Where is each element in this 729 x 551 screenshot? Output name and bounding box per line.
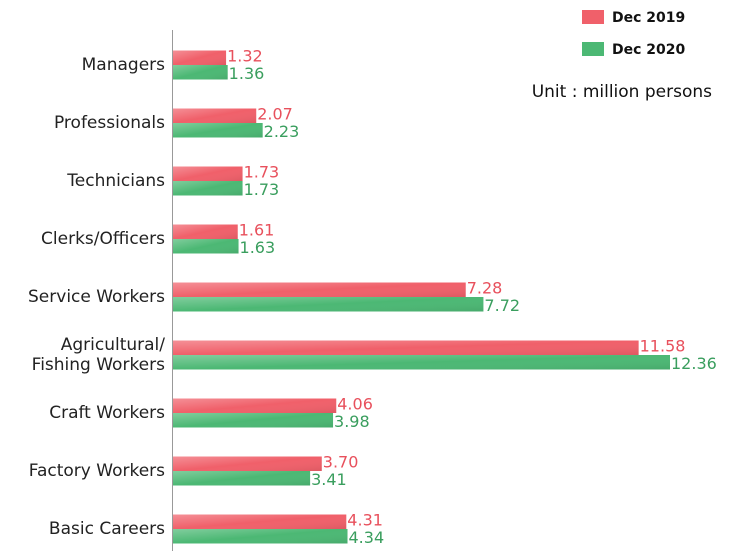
legend-label: Dec 2020 bbox=[612, 42, 686, 58]
legend-label: Dec 2019 bbox=[612, 10, 685, 26]
bar-shade bbox=[173, 297, 484, 312]
bar-shade bbox=[173, 471, 311, 486]
value-label: 7.72 bbox=[484, 296, 520, 315]
unit-label: Unit : million persons bbox=[532, 82, 712, 102]
bar-shade bbox=[173, 514, 347, 529]
value-label: 3.70 bbox=[323, 452, 359, 471]
category-label: Factory Workers bbox=[29, 461, 165, 481]
bar-shade bbox=[173, 224, 238, 239]
bar-shade bbox=[173, 108, 257, 123]
bar-shade bbox=[173, 413, 334, 428]
legend-swatch bbox=[582, 42, 604, 56]
category-label: Clerks/Officers bbox=[41, 229, 165, 249]
bar-shade bbox=[173, 123, 263, 138]
category-label: Craft Workers bbox=[49, 403, 165, 423]
value-label: 3.98 bbox=[334, 412, 370, 431]
legend-swatch bbox=[582, 10, 604, 24]
value-label: 7.28 bbox=[467, 278, 503, 297]
bar-shade bbox=[173, 50, 227, 65]
value-label: 1.73 bbox=[244, 180, 280, 199]
value-label: 11.58 bbox=[640, 336, 686, 355]
bar-shade bbox=[173, 65, 228, 80]
bar-shade bbox=[173, 239, 239, 254]
value-label: 3.41 bbox=[311, 470, 347, 489]
bar-shade bbox=[173, 529, 348, 544]
value-label: 12.36 bbox=[671, 354, 717, 373]
category-label: Managers bbox=[82, 55, 166, 75]
category-label: Service Workers bbox=[28, 287, 165, 307]
category-label: Basic Careers bbox=[49, 519, 165, 539]
bar-shade bbox=[173, 282, 466, 297]
value-label: 4.34 bbox=[349, 528, 385, 547]
value-label: 1.73 bbox=[244, 162, 280, 181]
category-label: Professionals bbox=[54, 113, 165, 133]
value-label: 4.31 bbox=[347, 510, 383, 529]
value-label: 4.06 bbox=[337, 394, 373, 413]
bar-shade bbox=[173, 355, 670, 370]
bar-shade bbox=[173, 456, 322, 471]
value-label: 1.32 bbox=[227, 46, 263, 65]
value-label: 1.63 bbox=[240, 238, 276, 257]
bar-shade bbox=[173, 181, 243, 196]
value-label: 1.36 bbox=[229, 64, 265, 83]
bar-shade bbox=[173, 166, 243, 181]
value-label: 2.23 bbox=[264, 122, 300, 141]
bar-shade bbox=[173, 398, 337, 413]
category-label: Agricultural/Fishing Workers bbox=[32, 335, 166, 375]
value-label: 2.07 bbox=[257, 104, 293, 123]
bar-shade bbox=[173, 340, 639, 355]
value-label: 1.61 bbox=[239, 220, 275, 239]
category-label: Technicians bbox=[66, 171, 165, 191]
